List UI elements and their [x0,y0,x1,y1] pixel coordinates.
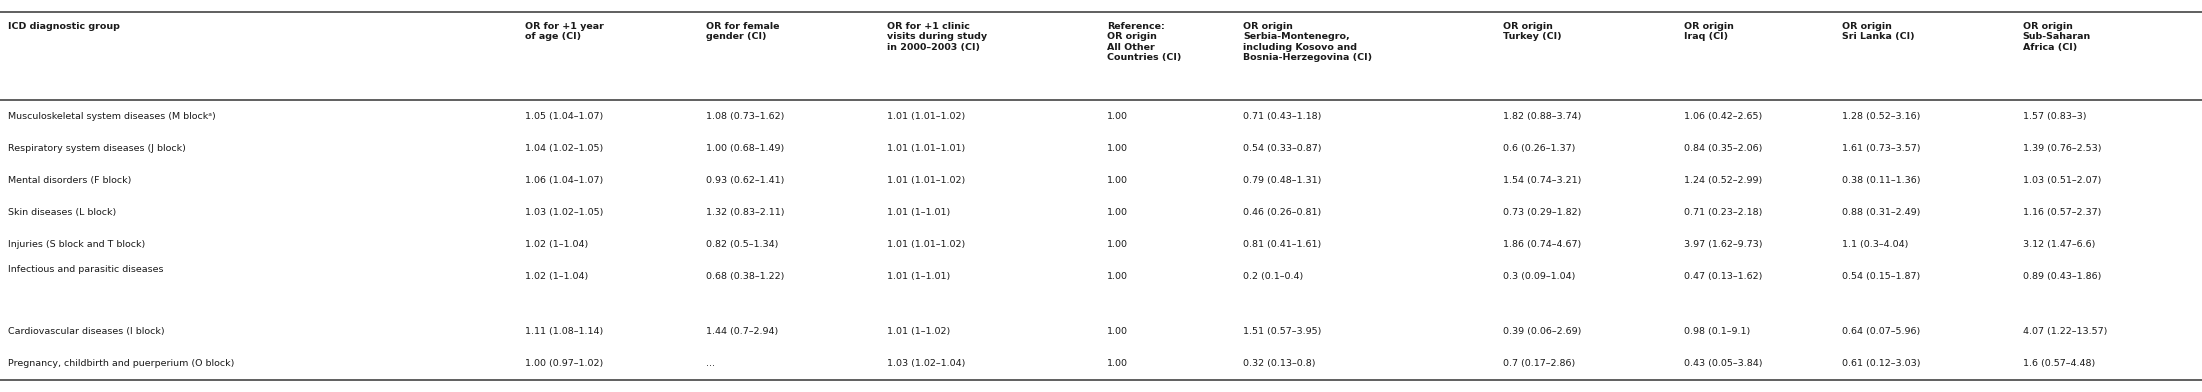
Text: Cardiovascular diseases (I block): Cardiovascular diseases (I block) [9,327,165,336]
Text: OR origin
Serbia-Montenegro,
including Kosovo and
Bosnia-Herzegovina (CI): OR origin Serbia-Montenegro, including K… [1244,22,1372,62]
Text: 1.00: 1.00 [1108,112,1127,121]
Text: 1.01 (1–1.02): 1.01 (1–1.02) [887,327,949,336]
Text: 0.81 (0.41–1.61): 0.81 (0.41–1.61) [1244,240,1321,249]
Text: Reference:
OR origin
All Other
Countries (CI): Reference: OR origin All Other Countries… [1108,22,1180,62]
Text: 1.51 (0.57–3.95): 1.51 (0.57–3.95) [1244,327,1321,336]
Text: 0.93 (0.62–1.41): 0.93 (0.62–1.41) [707,176,784,185]
Text: 0.6 (0.26–1.37): 0.6 (0.26–1.37) [1504,144,1577,153]
Text: 1.00: 1.00 [1108,327,1127,336]
Text: 1.03 (1.02–1.04): 1.03 (1.02–1.04) [887,359,964,368]
Text: 0.64 (0.07–5.96): 0.64 (0.07–5.96) [1843,327,1920,336]
Text: 1.86 (0.74–4.67): 1.86 (0.74–4.67) [1504,240,1581,249]
Text: 0.2 (0.1–0.4): 0.2 (0.1–0.4) [1244,272,1304,281]
Text: 1.44 (0.7–2.94): 1.44 (0.7–2.94) [707,327,777,336]
Text: 1.82 (0.88–3.74): 1.82 (0.88–3.74) [1504,112,1581,121]
Text: 1.24 (0.52–2.99): 1.24 (0.52–2.99) [1685,176,1762,185]
Text: 0.39 (0.06–2.69): 0.39 (0.06–2.69) [1504,327,1581,336]
Text: 1.39 (0.76–2.53): 1.39 (0.76–2.53) [2024,144,2101,153]
Text: 1.00 (0.97–1.02): 1.00 (0.97–1.02) [526,359,603,368]
Text: 0.38 (0.11–1.36): 0.38 (0.11–1.36) [1843,176,1920,185]
Text: 0.89 (0.43–1.86): 0.89 (0.43–1.86) [2024,272,2101,281]
Text: 1.1 (0.3–4.04): 1.1 (0.3–4.04) [1843,240,1909,249]
Text: 0.61 (0.12–3.03): 0.61 (0.12–3.03) [1843,359,1920,368]
Text: 0.68 (0.38–1.22): 0.68 (0.38–1.22) [707,272,784,281]
Text: 0.46 (0.26–0.81): 0.46 (0.26–0.81) [1244,208,1321,217]
Text: Infectious and parasitic diseases: Infectious and parasitic diseases [9,265,163,274]
Text: 1.01 (1.01–1.02): 1.01 (1.01–1.02) [887,112,964,121]
Text: 0.3 (0.09–1.04): 0.3 (0.09–1.04) [1504,272,1577,281]
Text: Respiratory system diseases (J block): Respiratory system diseases (J block) [9,144,185,153]
Text: Pregnancy, childbirth and puerperium (O block): Pregnancy, childbirth and puerperium (O … [9,359,233,368]
Text: 0.47 (0.13–1.62): 0.47 (0.13–1.62) [1685,272,1762,281]
Text: 1.04 (1.02–1.05): 1.04 (1.02–1.05) [526,144,603,153]
Text: OR for +1 year
of age (CI): OR for +1 year of age (CI) [526,22,603,42]
Text: 1.28 (0.52–3.16): 1.28 (0.52–3.16) [1843,112,1920,121]
Text: 1.02 (1–1.04): 1.02 (1–1.04) [526,272,588,281]
Text: 0.84 (0.35–2.06): 0.84 (0.35–2.06) [1685,144,1762,153]
Text: 0.32 (0.13–0.8): 0.32 (0.13–0.8) [1244,359,1317,368]
Text: 4.07 (1.22–13.57): 4.07 (1.22–13.57) [2024,327,2107,336]
Text: 3.97 (1.62–9.73): 3.97 (1.62–9.73) [1685,240,1762,249]
Text: ICD diagnostic group: ICD diagnostic group [9,22,119,31]
Text: 1.16 (0.57–2.37): 1.16 (0.57–2.37) [2024,208,2101,217]
Text: 1.06 (1.04–1.07): 1.06 (1.04–1.07) [526,176,603,185]
Text: 0.73 (0.29–1.82): 0.73 (0.29–1.82) [1504,208,1581,217]
Text: 1.01 (1.01–1.02): 1.01 (1.01–1.02) [887,240,964,249]
Text: OR origin
Sub-Saharan
Africa (CI): OR origin Sub-Saharan Africa (CI) [2024,22,2092,52]
Text: Musculoskeletal system diseases (M blockᵃ): Musculoskeletal system diseases (M block… [9,112,216,121]
Text: 0.82 (0.5–1.34): 0.82 (0.5–1.34) [707,240,780,249]
Text: 1.01 (1.01–1.02): 1.01 (1.01–1.02) [887,176,964,185]
Text: 1.08 (0.73–1.62): 1.08 (0.73–1.62) [707,112,784,121]
Text: OR origin
Iraq (CI): OR origin Iraq (CI) [1685,22,1733,42]
Text: 1.02 (1–1.04): 1.02 (1–1.04) [526,240,588,249]
Text: 0.54 (0.33–0.87): 0.54 (0.33–0.87) [1244,144,1321,153]
Text: 3.12 (1.47–6.6): 3.12 (1.47–6.6) [2024,240,2096,249]
Text: 1.00: 1.00 [1108,144,1127,153]
Text: OR origin
Sri Lanka (CI): OR origin Sri Lanka (CI) [1843,22,1916,42]
Text: 1.54 (0.74–3.21): 1.54 (0.74–3.21) [1504,176,1581,185]
Text: Skin diseases (L block): Skin diseases (L block) [9,208,117,217]
Text: 0.88 (0.31–2.49): 0.88 (0.31–2.49) [1843,208,1920,217]
Text: 1.11 (1.08–1.14): 1.11 (1.08–1.14) [526,327,603,336]
Text: 1.00: 1.00 [1108,208,1127,217]
Text: 1.01 (1.01–1.01): 1.01 (1.01–1.01) [887,144,964,153]
Text: 0.71 (0.43–1.18): 0.71 (0.43–1.18) [1244,112,1321,121]
Text: 1.05 (1.04–1.07): 1.05 (1.04–1.07) [526,112,603,121]
Text: 1.6 (0.57–4.48): 1.6 (0.57–4.48) [2024,359,2094,368]
Text: 1.06 (0.42–2.65): 1.06 (0.42–2.65) [1685,112,1762,121]
Text: 1.00: 1.00 [1108,359,1127,368]
Text: 0.98 (0.1–9.1): 0.98 (0.1–9.1) [1685,327,1751,336]
Text: 1.61 (0.73–3.57): 1.61 (0.73–3.57) [1843,144,1920,153]
Text: 1.00: 1.00 [1108,176,1127,185]
Text: 1.01 (1–1.01): 1.01 (1–1.01) [887,272,949,281]
Text: 0.71 (0.23–2.18): 0.71 (0.23–2.18) [1685,208,1762,217]
Text: 0.43 (0.05–3.84): 0.43 (0.05–3.84) [1685,359,1762,368]
Text: Injuries (S block and T block): Injuries (S block and T block) [9,240,145,249]
Text: 0.79 (0.48–1.31): 0.79 (0.48–1.31) [1244,176,1321,185]
Text: 1.03 (1.02–1.05): 1.03 (1.02–1.05) [526,208,603,217]
Text: OR origin
Turkey (CI): OR origin Turkey (CI) [1504,22,1561,42]
Text: 0.7 (0.17–2.86): 0.7 (0.17–2.86) [1504,359,1574,368]
Text: 1.32 (0.83–2.11): 1.32 (0.83–2.11) [707,208,784,217]
Text: OR for +1 clinic
visits during study
in 2000–2003 (CI): OR for +1 clinic visits during study in … [887,22,986,52]
Text: 1.00: 1.00 [1108,240,1127,249]
Text: 1.57 (0.83–3): 1.57 (0.83–3) [2024,112,2085,121]
Text: 0.54 (0.15–1.87): 0.54 (0.15–1.87) [1843,272,1920,281]
Text: OR for female
gender (CI): OR for female gender (CI) [707,22,780,42]
Text: ...: ... [707,359,716,368]
Text: 1.00: 1.00 [1108,272,1127,281]
Text: 1.01 (1–1.01): 1.01 (1–1.01) [887,208,949,217]
Text: 1.03 (0.51–2.07): 1.03 (0.51–2.07) [2024,176,2101,185]
Text: 1.00 (0.68–1.49): 1.00 (0.68–1.49) [707,144,784,153]
Text: Mental disorders (F block): Mental disorders (F block) [9,176,132,185]
